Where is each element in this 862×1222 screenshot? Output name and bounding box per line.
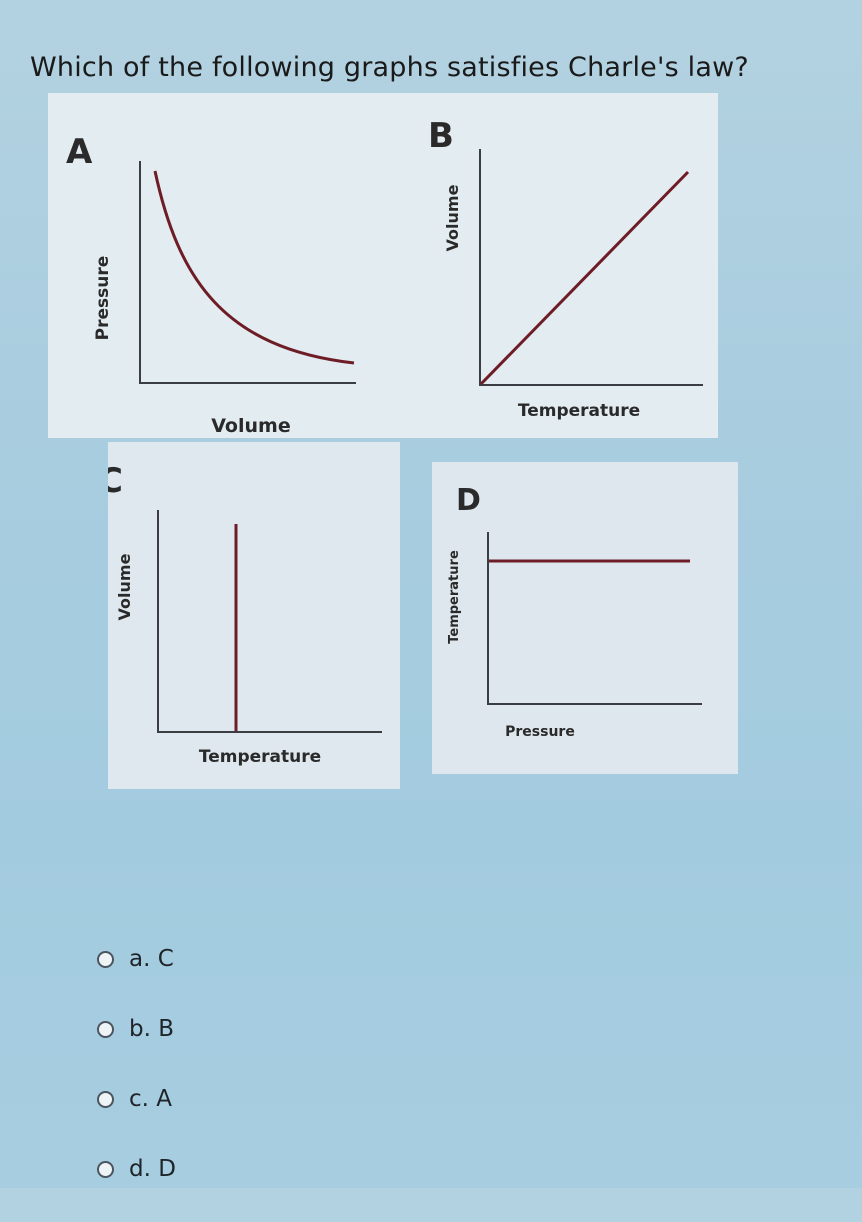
option-d[interactable]: d. D xyxy=(97,1152,176,1186)
graph-d-letter: D xyxy=(456,483,481,518)
answer-options: a. C b. B c. A d. D xyxy=(97,942,176,1222)
option-d-label[interactable]: d. D xyxy=(129,1156,176,1182)
option-a-radio[interactable] xyxy=(97,950,114,968)
option-c-radio[interactable] xyxy=(97,1090,114,1108)
graph-a-axes xyxy=(139,161,356,384)
graph-c-letter: C xyxy=(108,461,123,501)
graph-d-panel: D Temperature Pressure xyxy=(432,462,738,774)
graph-a-curve xyxy=(153,170,355,365)
graph-d-xlabel: Pressure xyxy=(505,724,575,740)
graph-b-line xyxy=(479,170,690,386)
option-b-radio[interactable] xyxy=(97,1020,114,1038)
graph-b-axes xyxy=(479,149,703,386)
option-a[interactable]: a. C xyxy=(97,942,176,976)
graph-c-svg: C Volume Temperature xyxy=(108,461,382,767)
graph-b-ylabel: Volume xyxy=(443,184,462,251)
graph-b-letter: B xyxy=(428,116,454,156)
graph-b-xlabel: Temperature xyxy=(518,401,640,421)
graph-d-ylabel: Temperature xyxy=(447,550,462,644)
graph-c-axes xyxy=(157,510,382,733)
graphs-ab-svg: A Pressure Volume B Volume Temperature xyxy=(66,116,703,437)
question-text: Which of the following graphs satisfies … xyxy=(30,52,749,83)
option-c-label[interactable]: c. A xyxy=(129,1086,173,1112)
option-d-radio[interactable] xyxy=(97,1160,114,1178)
graph-a-letter: A xyxy=(66,132,93,172)
graph-c-panel: C Volume Temperature xyxy=(108,442,400,789)
option-c[interactable]: c. A xyxy=(97,1082,176,1116)
graph-d-svg: D Temperature Pressure xyxy=(447,483,702,740)
graph-d-axes xyxy=(487,532,702,705)
graphs-panel-ab: A Pressure Volume B Volume Temperature xyxy=(48,93,718,438)
graph-c-xlabel: Temperature xyxy=(199,747,321,767)
graph-a-xlabel: Volume xyxy=(211,415,290,437)
graph-c-ylabel: Volume xyxy=(115,553,134,620)
option-a-label[interactable]: a. C xyxy=(129,946,174,972)
option-b-label[interactable]: b. B xyxy=(129,1016,175,1042)
graph-a-ylabel: Pressure xyxy=(93,256,113,341)
option-b[interactable]: b. B xyxy=(97,1012,176,1046)
